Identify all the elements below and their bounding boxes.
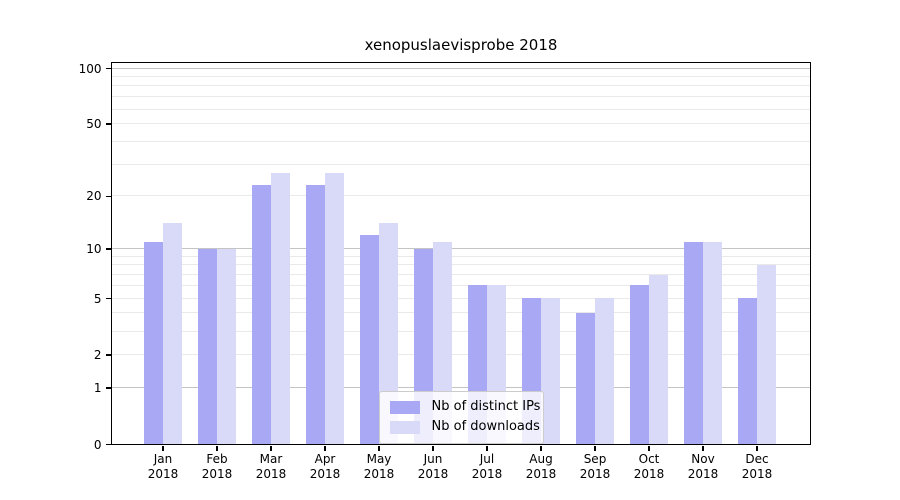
- legend-swatch-downloads: [389, 420, 420, 434]
- x-axis-tick-label: Aug 2018: [525, 451, 557, 482]
- bar-may-ips: [359, 235, 379, 444]
- gridline-major: [111, 67, 810, 69]
- legend-entry-downloads: Nb of downloads: [389, 417, 540, 437]
- plot-area: Nb of distinct IPs Nb of downloads: [110, 62, 811, 445]
- bar-may-downloads: [378, 223, 398, 444]
- gridline-minor: [111, 297, 810, 299]
- bar-oct-ips: [629, 285, 649, 444]
- x-axis-tick-label: Oct 2018: [633, 451, 665, 482]
- y-axis-tick-mark: [105, 443, 112, 446]
- gridline-minor: [111, 255, 810, 257]
- y-axis-tick-mark: [105, 248, 112, 250]
- y-axis-tick-label: 2: [93, 347, 102, 362]
- bar-oct-downloads: [648, 274, 668, 444]
- x-axis-tick-label: Jun 2018: [417, 451, 449, 482]
- gridline-minor: [111, 96, 810, 98]
- bar-mar-downloads: [270, 172, 290, 444]
- bar-dec-ips: [737, 298, 757, 444]
- x-axis-tick-mark: [162, 446, 164, 451]
- bar-apr-downloads: [324, 172, 344, 444]
- y-axis-tick-mark: [105, 195, 112, 198]
- x-axis-tick-label: Mar 2018: [255, 451, 287, 482]
- gridline-minor: [111, 195, 810, 197]
- gridline-minor: [111, 108, 810, 110]
- y-axis-tick-label: 20: [86, 189, 102, 204]
- y-axis-tick-mark: [105, 387, 112, 389]
- legend-label-distinct-ips: Nb of distinct IPs: [431, 399, 541, 414]
- x-axis-tick-mark: [648, 446, 650, 451]
- gridline-minor: [111, 123, 810, 125]
- x-axis-tick-mark: [594, 446, 596, 451]
- gridline-minor: [111, 312, 810, 314]
- x-axis-tick-mark: [702, 446, 704, 451]
- gridline-minor: [111, 330, 810, 332]
- x-axis-tick-label: Feb 2018: [201, 451, 233, 482]
- x-axis-tick-mark: [216, 446, 218, 451]
- y-axis-tick-mark: [105, 67, 112, 70]
- x-axis-tick-mark: [270, 446, 272, 451]
- y-axis-tick-mark: [105, 123, 112, 125]
- x-axis-tick-mark: [756, 446, 758, 451]
- gridline-major: [111, 387, 810, 389]
- x-axis-tick-label: Nov 2018: [687, 451, 719, 482]
- gridline-minor: [111, 140, 810, 142]
- gridline-minor: [111, 85, 810, 87]
- gridline-major: [111, 248, 810, 250]
- y-axis-tick-label: 100: [78, 61, 102, 76]
- x-axis-tick-label: Jan 2018: [147, 451, 179, 482]
- y-axis-tick-label: 10: [86, 242, 102, 257]
- chart-title: xenopuslaevisprobe 2018: [364, 36, 558, 54]
- bar-jan-downloads: [162, 223, 182, 444]
- bar-dec-downloads: [756, 264, 776, 444]
- x-axis-tick-label: Jul 2018: [471, 451, 503, 482]
- y-axis-tick-label: 1: [93, 381, 102, 396]
- bar-nov-ips: [683, 241, 703, 444]
- y-axis-tick-mark: [105, 297, 112, 300]
- gridline-minor: [111, 163, 810, 165]
- legend-label-downloads: Nb of downloads: [431, 419, 540, 434]
- bar-jan-ips: [143, 241, 163, 444]
- bar-mar-ips: [251, 185, 271, 444]
- gridline-minor: [111, 353, 810, 355]
- x-axis-tick-label: Dec 2018: [741, 451, 773, 482]
- x-axis-tick-mark: [540, 446, 542, 451]
- gridline-minor: [111, 274, 810, 276]
- gridline-minor: [111, 76, 810, 77]
- legend: Nb of distinct IPs Nb of downloads: [378, 391, 544, 444]
- y-axis-tick-mark: [105, 354, 112, 356]
- bar-aug-downloads: [540, 298, 560, 444]
- gridline-minor: [111, 284, 810, 286]
- x-axis-tick-label: May 2018: [363, 451, 395, 482]
- x-axis-tick-mark: [324, 446, 326, 451]
- y-axis-tick-label: 0: [93, 437, 102, 452]
- bar-feb-ips: [197, 248, 217, 444]
- bar-sep-ips: [575, 312, 595, 444]
- bar-sep-downloads: [594, 298, 614, 444]
- x-axis-tick-mark: [378, 446, 380, 451]
- x-axis-tick-mark: [486, 446, 488, 451]
- legend-swatch-distinct-ips: [389, 400, 420, 414]
- x-axis-tick-mark: [432, 446, 434, 451]
- bar-nov-downloads: [702, 241, 722, 444]
- x-axis-tick-label: Apr 2018: [309, 451, 341, 482]
- x-axis-tick-label: Sep 2018: [579, 451, 611, 482]
- bar-apr-ips: [305, 185, 325, 444]
- gridline-minor: [111, 264, 810, 266]
- legend-entry-distinct-ips: Nb of distinct IPs: [389, 397, 540, 417]
- bar-feb-downloads: [216, 248, 236, 444]
- y-axis-tick-label: 50: [86, 117, 102, 132]
- y-axis-tick-label: 5: [93, 291, 102, 306]
